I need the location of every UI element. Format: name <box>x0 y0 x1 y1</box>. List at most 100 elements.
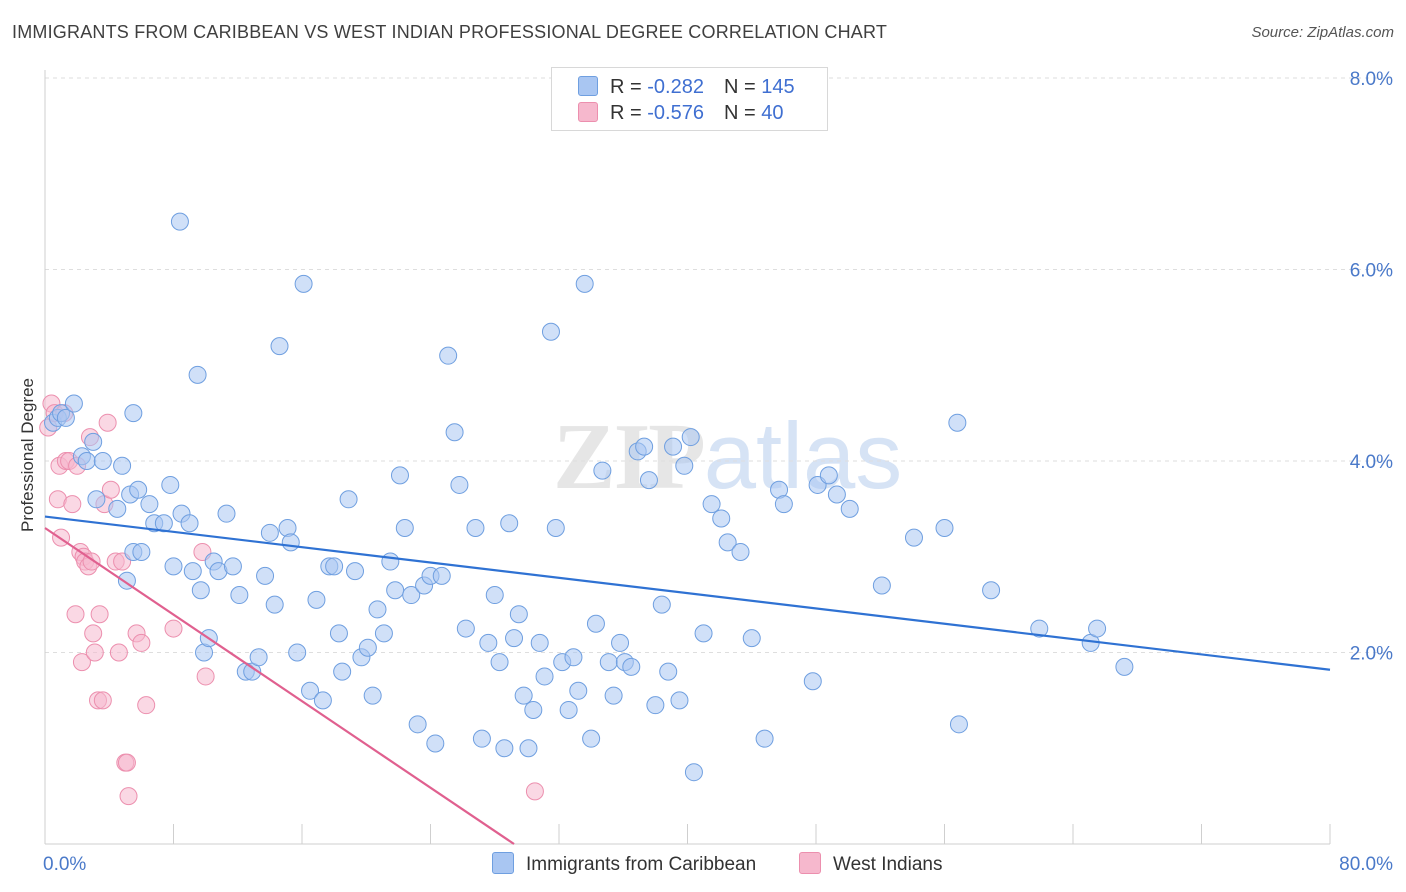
y-tick-label: 2.0% <box>1350 644 1393 665</box>
data-point-caribbean <box>604 686 623 705</box>
data-point-caribbean <box>265 595 284 614</box>
data-point-caribbean <box>183 562 202 581</box>
data-point-caribbean <box>742 629 761 648</box>
data-point-caribbean <box>108 499 127 518</box>
watermark-atlas: atlas <box>703 403 903 508</box>
data-point-caribbean <box>402 586 421 605</box>
data-point-west-indians <box>84 624 103 643</box>
data-point-caribbean <box>622 657 641 676</box>
data-point-caribbean <box>646 696 665 715</box>
axes <box>44 70 1331 845</box>
data-point-caribbean <box>368 600 387 619</box>
data-point-caribbean <box>180 514 199 533</box>
data-point-caribbean <box>217 504 236 523</box>
data-point-caribbean <box>1088 619 1107 638</box>
data-point-caribbean <box>564 648 583 667</box>
watermark-zip: ZIP <box>553 405 706 509</box>
blue-swatch <box>492 852 514 874</box>
data-point-caribbean <box>307 590 326 609</box>
data-point-caribbean <box>188 365 207 384</box>
n-value: 40 <box>761 102 784 124</box>
r-label: R = <box>610 102 648 124</box>
data-point-caribbean <box>390 466 409 485</box>
y-tick-label: 4.0% <box>1350 452 1393 473</box>
data-point-caribbean <box>1115 657 1134 676</box>
data-point-caribbean <box>161 475 180 494</box>
data-point-west-indians <box>196 667 215 686</box>
data-point-caribbean <box>681 428 700 447</box>
data-point-west-indians <box>85 643 104 662</box>
data-point-caribbean <box>408 715 427 734</box>
data-point-caribbean <box>586 614 605 633</box>
data-point-caribbean <box>712 509 731 528</box>
data-point-caribbean <box>541 322 560 341</box>
data-point-caribbean <box>675 456 694 475</box>
data-point-west-indians <box>137 696 156 715</box>
data-point-caribbean <box>582 729 601 748</box>
r-label: R = <box>610 76 648 98</box>
y-tick-label: 6.0% <box>1350 261 1393 282</box>
data-point-caribbean <box>164 557 183 576</box>
data-point-caribbean <box>374 624 393 643</box>
data-point-caribbean <box>718 533 737 552</box>
data-point-caribbean <box>684 763 703 782</box>
trend-line-caribbean <box>44 515 1331 671</box>
data-point-caribbean <box>129 480 148 499</box>
data-point-west-indians <box>132 633 151 652</box>
data-point-caribbean <box>659 662 678 681</box>
data-point-caribbean <box>77 452 96 470</box>
data-point-caribbean <box>664 437 683 456</box>
trend-lines <box>44 515 1331 845</box>
data-point-caribbean <box>294 274 313 293</box>
legend-item-west-indians: West Indians <box>799 852 942 876</box>
pink-swatch <box>799 852 821 874</box>
data-point-caribbean <box>530 633 549 652</box>
data-point-caribbean <box>301 681 320 700</box>
source-credit: Source: ZipAtlas.com <box>1251 24 1394 41</box>
n-value: 145 <box>761 76 795 98</box>
series-west-indians <box>39 394 544 806</box>
data-point-caribbean <box>288 643 307 662</box>
data-point-caribbean <box>731 542 750 561</box>
data-point-west-indians <box>101 480 120 499</box>
data-point-west-indians <box>109 643 128 662</box>
data-point-west-indians <box>98 413 117 432</box>
data-point-caribbean <box>346 562 365 581</box>
data-point-caribbean <box>872 576 891 595</box>
data-point-caribbean <box>395 519 414 538</box>
n-label: N = <box>723 102 762 124</box>
data-point-caribbean <box>358 638 377 657</box>
data-point-caribbean <box>479 633 498 652</box>
data-point-caribbean <box>639 471 658 490</box>
data-point-caribbean <box>84 432 103 451</box>
legend-item-caribbean: Immigrants from Caribbean <box>492 852 756 876</box>
data-point-caribbean <box>505 629 524 648</box>
data-point-caribbean <box>694 624 713 643</box>
data-point-caribbean <box>500 514 519 533</box>
data-point-caribbean <box>490 653 509 672</box>
data-point-caribbean <box>495 739 514 758</box>
data-point-caribbean <box>426 734 445 753</box>
data-point-caribbean <box>546 519 565 538</box>
n-label: N = <box>723 76 762 98</box>
data-point-caribbean <box>819 466 838 485</box>
data-point-west-indians <box>164 619 183 638</box>
data-point-caribbean <box>270 337 289 356</box>
data-point-caribbean <box>472 729 491 748</box>
series-immigrants-from-caribbean <box>44 212 1134 782</box>
data-point-caribbean <box>509 605 528 624</box>
data-point-west-indians <box>525 782 544 801</box>
data-point-caribbean <box>840 499 859 518</box>
data-point-west-indians <box>72 653 91 672</box>
data-point-caribbean <box>827 485 846 504</box>
data-point-caribbean <box>611 633 630 652</box>
data-point-caribbean <box>363 686 382 705</box>
data-point-caribbean <box>535 667 554 686</box>
legend-label: West Indians <box>833 854 943 875</box>
legend-label: Immigrants from Caribbean <box>526 854 757 875</box>
data-point-caribbean <box>93 452 112 470</box>
data-point-caribbean <box>333 662 352 681</box>
data-point-caribbean <box>124 404 143 423</box>
data-point-caribbean <box>524 700 543 719</box>
